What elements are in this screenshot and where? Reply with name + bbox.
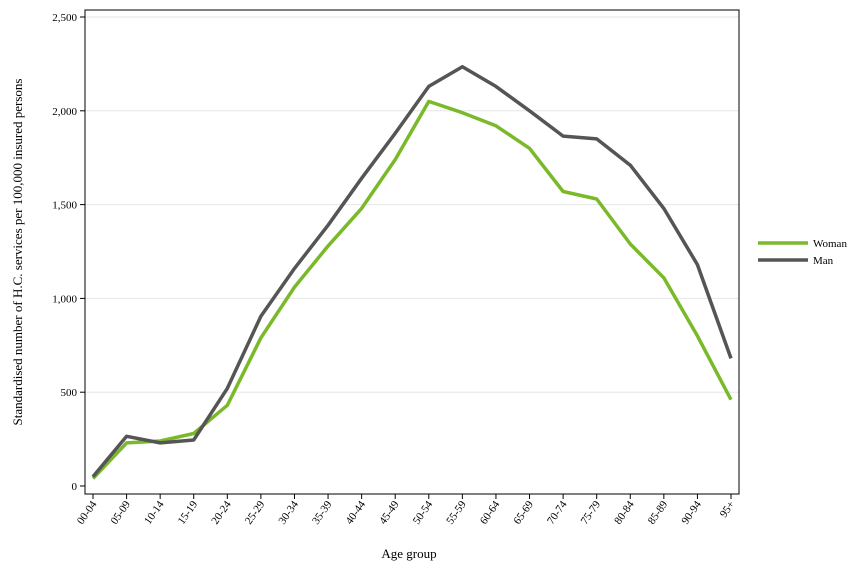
y-tick-label: 0 (72, 481, 78, 493)
y-axis-title: Standardised number of H.C. services per… (10, 79, 25, 426)
y-tick-label: 2,000 (52, 106, 77, 118)
y-tick-label: 500 (61, 387, 78, 399)
x-axis-title: Age group (381, 546, 436, 561)
y-tick-label: 2,500 (52, 12, 77, 24)
series-line-man (91, 64, 733, 478)
legend-label-woman: Woman (813, 238, 847, 250)
y-tick-label: 1,000 (52, 293, 77, 305)
series-layer (91, 64, 733, 480)
y-tick-label: 1,500 (52, 200, 77, 212)
plot-area-frame (84, 9, 740, 495)
legend-label-man: Man (813, 255, 834, 267)
legend: Woman Man (758, 238, 847, 267)
